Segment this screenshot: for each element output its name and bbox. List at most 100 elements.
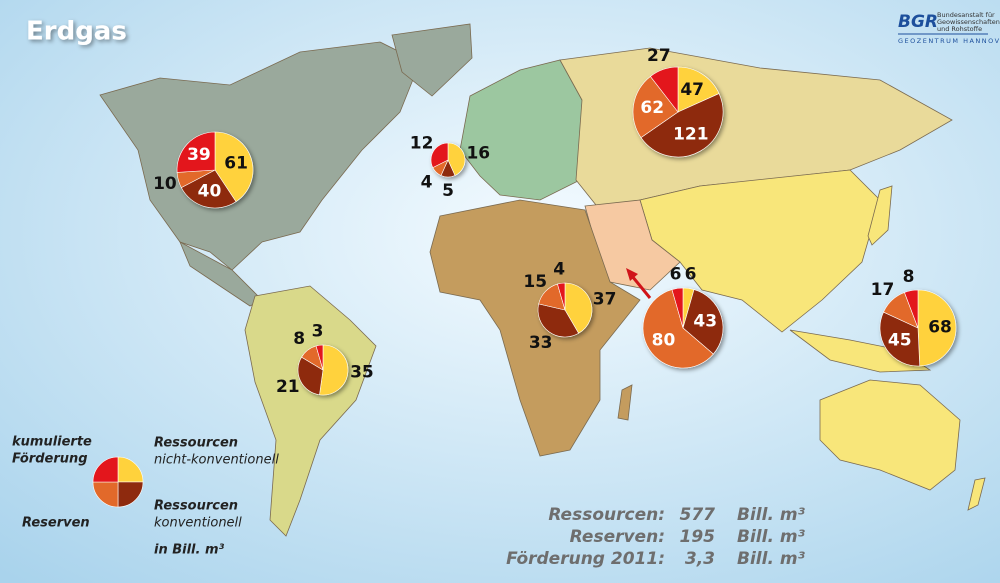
value-label: 45: [888, 330, 912, 350]
pie-slice: [176, 131, 216, 173]
logo-line: und Rohstoffe: [937, 25, 982, 33]
logo-abbr: BGR: [898, 12, 938, 32]
value-label: 33: [529, 333, 553, 353]
pie-slice: [879, 311, 921, 367]
title: Erdgas: [26, 17, 127, 47]
value-label: 121: [673, 125, 709, 145]
summary-value: 577: [680, 505, 716, 525]
pie-slice: [430, 142, 449, 169]
legend-label: kumulierte: [12, 435, 92, 450]
value-label: 39: [187, 145, 211, 165]
legend-unit: in Bill. m³: [154, 543, 225, 558]
arrow: [630, 275, 652, 299]
pie-slice: [677, 66, 720, 113]
summary-unit: Bill. m³: [737, 505, 806, 525]
legend-swatch: [92, 456, 119, 483]
pie: [642, 287, 724, 369]
pie-slice: [564, 282, 593, 334]
value-label: 40: [198, 181, 222, 201]
pie: [430, 142, 466, 178]
north-america: [99, 41, 421, 271]
value-label: 68: [928, 317, 952, 337]
pie: [297, 344, 349, 396]
value-label: 10: [153, 174, 177, 194]
logo-line: Geowissenschaften: [937, 18, 1000, 26]
pie-slice: [632, 76, 679, 139]
pie-slice: [904, 289, 919, 329]
summary-label: Reserven:: [570, 527, 665, 547]
summary-unit: Bill. m³: [737, 549, 806, 569]
value-label: 6: [685, 265, 697, 285]
value-label: 15: [523, 272, 547, 292]
pie-slice: [447, 142, 466, 176]
southeast-asia: [789, 329, 932, 373]
legend-label: Förderung: [12, 452, 88, 467]
value-label: 16: [466, 143, 490, 163]
value-label: 8: [293, 329, 305, 349]
value-label: 12: [410, 134, 434, 154]
pie-slice: [642, 289, 714, 369]
legend-label: konventionell: [154, 516, 242, 531]
value-label: 8: [903, 267, 915, 287]
pie: [537, 282, 593, 338]
madagascar: [617, 384, 633, 421]
value-label: 47: [680, 80, 704, 100]
value-label: 61: [224, 154, 248, 174]
legend-swatch: [117, 481, 144, 508]
logo-line: Bundesanstalt für: [937, 11, 995, 19]
summary-label: Förderung 2011:: [506, 549, 665, 569]
pie: [632, 66, 724, 158]
pie-slice: [649, 66, 679, 113]
value-label: 21: [276, 377, 300, 397]
value-label: 37: [593, 289, 617, 309]
europe: [459, 59, 583, 201]
legend-swatch: [117, 456, 144, 483]
value-label: 6: [670, 265, 682, 285]
pie-slice: [319, 344, 349, 396]
legend: kumulierte Förderung Ressourcen nicht-ko…: [12, 435, 279, 558]
pie-slice: [557, 282, 566, 311]
value-label: 80: [652, 331, 676, 351]
value-label: 4: [421, 172, 433, 192]
pie-slice: [640, 93, 724, 158]
value-label: 35: [350, 363, 374, 383]
pie-slice: [537, 303, 580, 338]
logo: BGR Bundesanstalt für Geowissenschaften …: [898, 11, 1000, 45]
pie: [176, 131, 254, 209]
pie: [879, 289, 957, 367]
value-label: 4: [553, 259, 565, 279]
summary-value: 3,3: [685, 549, 715, 569]
continents: [99, 23, 986, 537]
legend-label: Ressourcen: [154, 436, 238, 451]
summary-value: 195: [680, 527, 716, 547]
pie-slice: [315, 344, 324, 371]
pie-slice: [180, 169, 237, 209]
new-zealand: [967, 477, 986, 511]
value-label: 62: [640, 98, 664, 118]
logo-sub: GEOZENTRUM HANNOVER: [898, 37, 1000, 45]
value-label: 27: [647, 46, 671, 66]
summary: Ressourcen: 577 Bill. m³ Reserven: 195 Bill. …: [506, 505, 805, 569]
summary-unit: Bill. m³: [737, 527, 806, 547]
legend-label: Reserven: [22, 516, 90, 531]
pie-slice: [682, 289, 724, 355]
greenland: [391, 23, 473, 97]
legend-label: nicht-konventionell: [154, 453, 279, 468]
south-america: [244, 285, 377, 537]
central-america: [179, 241, 263, 307]
australia: [819, 379, 961, 491]
arrow-head: [626, 268, 638, 281]
legend-label: Ressourcen: [154, 499, 238, 514]
pie-slice: [671, 287, 684, 329]
pie-slice: [917, 289, 957, 367]
value-label: 43: [693, 311, 717, 331]
value-label: 3: [312, 321, 324, 341]
legend-swatch: [92, 481, 119, 508]
value-label: 17: [871, 280, 895, 300]
africa: [429, 199, 641, 457]
japan: [867, 185, 893, 246]
value-label: 5: [442, 181, 454, 201]
summary-label: Ressourcen:: [548, 505, 665, 525]
